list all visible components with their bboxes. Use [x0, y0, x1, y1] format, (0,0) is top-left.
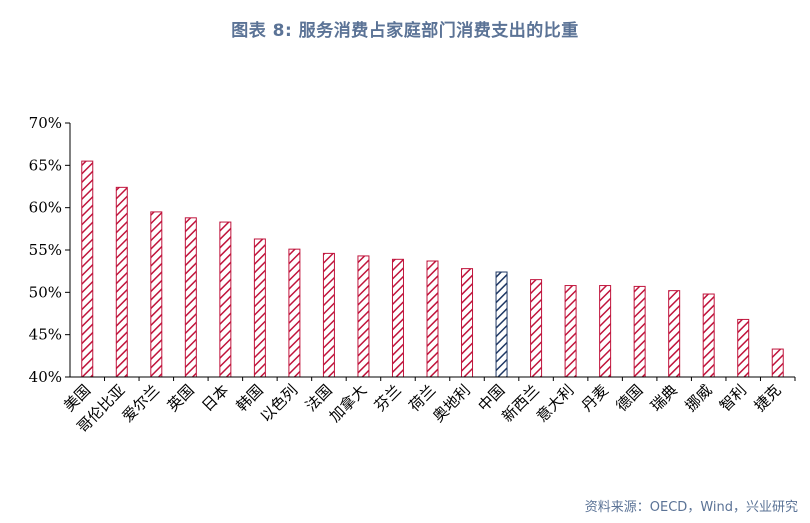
y-tick-label: 70%: [29, 114, 62, 132]
y-tick-label: 45%: [29, 326, 62, 344]
bar-10: [426, 260, 439, 378]
bar-9: [391, 258, 404, 378]
x-category-label: 加拿大: [326, 381, 371, 426]
bar-5: [253, 238, 266, 378]
x-category-label: 以色列: [257, 381, 302, 426]
x-category-label: 丹麦: [578, 381, 612, 415]
source-note: 资料来源：OECD，Wind，兴业研究: [584, 500, 798, 515]
x-category-label: 新西兰: [498, 381, 543, 426]
bar-1: [115, 186, 128, 378]
x-category-label: 爱尔兰: [119, 381, 164, 426]
bar-18: [702, 293, 715, 378]
bar-12: [495, 271, 508, 378]
y-tick-label: 60%: [29, 199, 62, 217]
bar-3: [184, 217, 197, 378]
bar-2: [150, 211, 163, 378]
y-tick-label: 50%: [29, 283, 62, 301]
bar-16: [633, 285, 646, 378]
x-category-label: 挪威: [682, 381, 716, 415]
bar-20: [771, 348, 784, 378]
x-category-label: 奥地利: [429, 381, 474, 426]
bar-8: [357, 255, 370, 378]
bars-group: [81, 160, 784, 378]
bar-7: [322, 252, 335, 378]
y-axis: 40% 45% 50% 55% 60% 65% 70%: [29, 114, 71, 386]
x-category-label: 意大利: [533, 381, 578, 426]
y-tick-label: 40%: [29, 368, 62, 386]
x-category-label: 英国: [164, 381, 198, 415]
bar-17: [668, 290, 681, 378]
x-category-label: 芬兰: [371, 381, 405, 415]
bar-4: [219, 221, 232, 378]
x-category-label: 捷克: [751, 381, 785, 415]
bar-13: [530, 279, 543, 378]
bar-15: [599, 285, 612, 378]
x-category-label: 德国: [613, 381, 647, 415]
x-category-label: 瑞典: [647, 381, 681, 415]
x-category-label: 智利: [716, 381, 750, 415]
y-tick-label: 55%: [29, 241, 62, 259]
x-category-label: 日本: [198, 381, 232, 415]
bar-11: [461, 268, 474, 378]
bar-0: [81, 160, 94, 378]
y-tick-label: 65%: [29, 156, 62, 174]
bar-14: [564, 285, 577, 378]
bar-19: [737, 318, 750, 378]
bar-6: [288, 248, 301, 378]
chart-title: 图表 8: 服务消费占家庭部门消费支出的比重: [231, 21, 579, 41]
